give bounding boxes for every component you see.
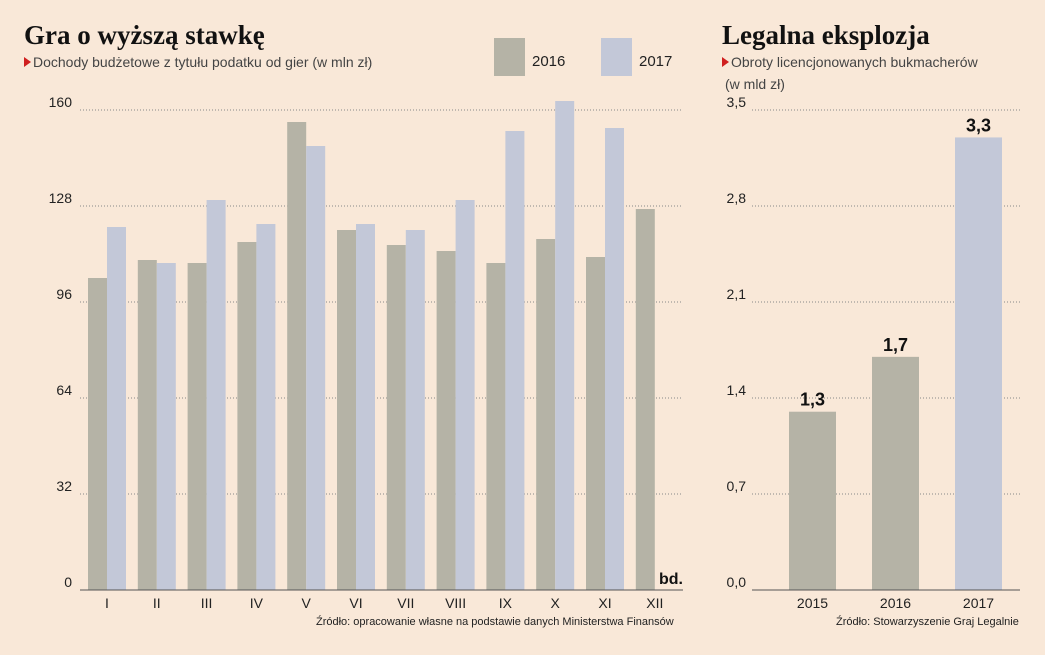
- left-x-tick-label: X: [551, 595, 561, 611]
- left-bar-2017: [505, 131, 525, 590]
- left-bar-2017: [306, 146, 326, 590]
- right-chart-subtitle-line1: Obroty licencjonowanych bukmacherów: [731, 54, 978, 70]
- left-bar-2017: [356, 224, 375, 590]
- left-x-tick-label: III: [201, 595, 213, 611]
- left-bar-2016: [386, 245, 406, 590]
- left-y-tick-label: 160: [49, 94, 73, 110]
- left-bar-2017: [555, 101, 575, 590]
- legend-swatch-2016: [494, 38, 525, 76]
- right-chart-subtitle-unit: (w mld zł): [725, 76, 785, 92]
- right-y-tick-label: 2,1: [727, 286, 747, 302]
- left-x-tick-label: XII: [646, 595, 663, 611]
- right-chart-subtitle: Obroty licencjonowanych bukmacherów: [722, 54, 978, 70]
- left-bar-2016: [586, 257, 605, 590]
- right-y-tick-label: 0,7: [727, 478, 747, 494]
- left-bar-2016: [635, 209, 655, 590]
- left-missing-note: bd.: [659, 571, 683, 588]
- left-chart-subtitle-text: Dochody budżetowe z tytułu podatku od gi…: [33, 54, 373, 70]
- legend-label-2016: 2016: [532, 53, 566, 70]
- left-x-tick-label: XI: [598, 595, 611, 611]
- left-x-tick-label: VI: [349, 595, 362, 611]
- left-x-tick-label: VII: [397, 595, 414, 611]
- left-bar-2016: [536, 239, 556, 590]
- left-bar-2016: [88, 278, 107, 590]
- right-bar-2015: [789, 411, 836, 590]
- left-y-tick-label: 128: [49, 190, 73, 206]
- left-y-tick-label: 32: [56, 478, 72, 494]
- red-triangle-icon: [24, 57, 31, 67]
- right-bar-2016: [872, 356, 919, 590]
- left-x-tick-label: II: [153, 595, 161, 611]
- left-bar-2016: [237, 242, 257, 590]
- right-y-tick-label: 0,0: [727, 574, 747, 590]
- left-bar-2017: [605, 128, 624, 590]
- left-x-tick-label: VIII: [445, 595, 466, 611]
- right-x-tick-label: 2017: [963, 595, 994, 611]
- left-bar-2017: [107, 227, 126, 590]
- left-bar-2016: [337, 230, 356, 590]
- right-chart-title: Legalna eksplozja: [722, 20, 930, 50]
- right-y-tick-label: 3,5: [727, 94, 747, 110]
- left-bar-2016: [137, 260, 157, 590]
- left-chart-subtitle: Dochody budżetowe z tytułu podatku od gi…: [24, 54, 372, 70]
- right-bar-chart: 0,0 0,7 1,4 2,1 2,8 3,5 1,3 2015 1,7 2016 3,3 2017: [727, 94, 1020, 611]
- left-bar-2016: [187, 263, 207, 590]
- legend-label-2017: 2017: [639, 53, 673, 70]
- legend-swatch-2017: [601, 38, 632, 76]
- left-y-tick-label: 0: [64, 574, 72, 590]
- right-x-tick-label: 2015: [797, 595, 828, 611]
- left-x-tick-label: I: [105, 595, 109, 611]
- right-bar-2017: [955, 137, 1002, 590]
- left-bar-2016: [287, 122, 307, 590]
- right-x-tick-label: 2016: [880, 595, 911, 611]
- right-y-tick-label: 1,4: [727, 382, 747, 398]
- right-chart-source: Źródło: Stowarzyszenie Graj Legalnie: [836, 616, 1019, 628]
- left-bar-2017: [156, 263, 176, 590]
- left-chart-title: Gra o wyższą stawkę: [24, 20, 265, 50]
- right-y-tick-label: 2,8: [727, 190, 747, 206]
- left-x-tick-label: IV: [250, 595, 264, 611]
- right-data-label: 1,7: [883, 335, 908, 355]
- right-data-label: 3,3: [966, 115, 991, 135]
- left-x-tick-label: V: [302, 595, 312, 611]
- left-y-tick-label: 96: [56, 286, 72, 302]
- left-y-tick-label: 64: [56, 382, 72, 398]
- left-bar-2016: [436, 251, 456, 590]
- right-data-label: 1,3: [800, 390, 825, 410]
- red-triangle-icon: [722, 57, 729, 67]
- left-bar-2017: [256, 224, 276, 590]
- left-bar-2016: [486, 263, 506, 590]
- left-bar-2017: [455, 200, 475, 590]
- left-bar-2017: [206, 200, 226, 590]
- left-chart-source: Źródło: opracowanie własne na podstawie …: [316, 616, 674, 628]
- left-bar-2017: [405, 230, 425, 590]
- left-x-tick-label: IX: [499, 595, 513, 611]
